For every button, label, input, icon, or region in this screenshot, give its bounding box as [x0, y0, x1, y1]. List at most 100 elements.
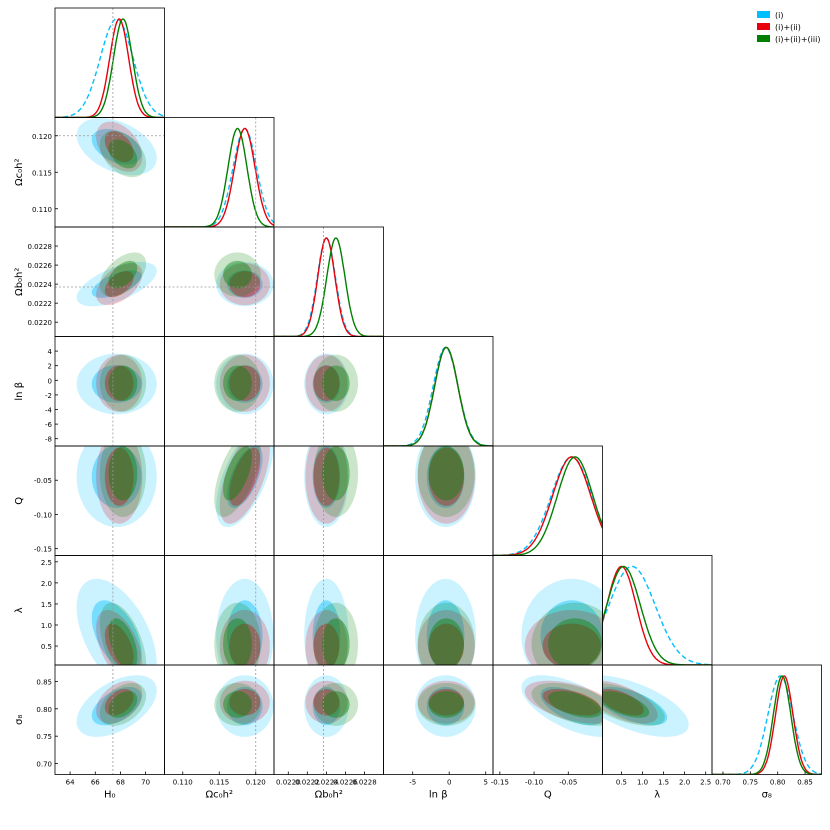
y-axis-label-lambda: λ [14, 607, 25, 613]
y-tick-label-omch2-2: 0.120 [32, 133, 52, 141]
marginal-curve-H0-0 [55, 18, 165, 118]
contour-ombh2-Q-1-0 [305, 446, 348, 524]
contour-lnbeta-lambda-1-0 [417, 609, 475, 665]
contour-H0-ombh2-2-0 [99, 252, 147, 297]
contour-omch2-ombh2-2-1 [223, 260, 252, 289]
x-tick-label-ombh2-0: 0.0220 [276, 779, 301, 787]
contour-H0-Q-2-0 [99, 446, 147, 517]
contour-H0-lambda-1-1 [104, 623, 134, 665]
contour-omch2-lambda-0-1 [227, 600, 263, 665]
contour-H0-sigma8-0-1 [91, 686, 142, 726]
marginal-curve-lambda-1 [602, 565, 712, 665]
contour-H0-ombh2-0-1 [91, 270, 142, 298]
contour-omch2-sigma8-2-0 [214, 683, 261, 726]
contour-H0-Q-2-1 [108, 446, 138, 501]
x-tick-label-H0-2: 68 [116, 779, 125, 787]
x-axis-label-Q: Q [544, 790, 552, 801]
contour-H0-omch2-0-1 [91, 128, 142, 165]
x-tick-label-omch2-0: 0.110 [173, 779, 193, 787]
panel-content-ombh2-Q [304, 446, 359, 556]
panel-lnbeta-lnbeta [383, 336, 494, 447]
y-tick-label-lnbeta-2: -4 [45, 407, 53, 415]
contour-Q-sigma8-1-0 [524, 680, 603, 724]
contour-H0-lnbeta-1-1 [104, 365, 134, 401]
contour-H0-omch2-0-0 [76, 118, 157, 176]
contour-lnbeta-sigma8-0-0 [415, 675, 476, 737]
contour-H0-omch2-2-0 [99, 130, 147, 178]
contour-lnbeta-Q-2-1 [428, 446, 464, 501]
contour-H0-lnbeta-2-1 [108, 365, 138, 401]
panel-H0-lambda: 0.5 1.0 1.5 2.0 2.5 λ [14, 555, 165, 666]
x-axis-label-ombh2: Ωb₀h² [315, 790, 343, 801]
x-axis-label-H0: H₀ [104, 790, 116, 801]
marginal-curve-H0-2 [55, 18, 165, 118]
contour-omch2-sigma8-1-0 [219, 680, 270, 724]
y-tick-label-sigma8-3: 0.85 [36, 678, 52, 686]
contour-lambda-sigma8-2-1 [602, 691, 650, 718]
marginal-curve-lambda-2 [602, 565, 712, 665]
legend-label-i-ii: (i)+(ii) [775, 23, 801, 32]
contour-lnbeta-lambda-0-0 [415, 578, 476, 665]
y-tick-label-sigma8-0: 0.70 [36, 761, 52, 769]
contour-Q-lambda-2-0 [531, 602, 603, 665]
contour-Q-lambda-2-1 [548, 618, 603, 665]
x-tick-label-sigma8-1: 0.75 [743, 779, 759, 787]
x-axis-label-sigma8: σ₈ [762, 790, 772, 801]
marginal-curve-sigma8-1 [712, 675, 822, 775]
contour-ombh2-sigma8-2-1 [322, 691, 350, 718]
panel-content-lnbeta-sigma8 [415, 675, 476, 737]
x-tick-label-sigma8-0: 0.70 [715, 779, 731, 787]
contour-ombh2-lambda-1-1 [313, 623, 340, 665]
panel-content-omch2-ombh2 [164, 227, 274, 337]
contour-H0-omch2-1-1 [104, 131, 134, 163]
contour-lnbeta-Q-2-0 [417, 446, 475, 517]
panel-frame-Q-Q [492, 445, 603, 556]
contour-H0-ombh2-1-1 [104, 271, 134, 298]
contour-H0-ombh2-0-0 [76, 262, 157, 307]
panel-frame-sigma8-sigma8 [711, 664, 822, 775]
contour-omch2-sigma8-2-1 [223, 691, 252, 718]
contour-omch2-lnbeta-0-0 [216, 353, 274, 415]
x-tick-label-ombh2-3: 0.0226 [333, 779, 358, 787]
y-tick-label-lnbeta-6: 4 [48, 348, 53, 356]
x-tick-label-lnbeta-2: 5 [483, 779, 487, 787]
contour-H0-Q-1-0 [96, 446, 143, 524]
contour-omch2-lnbeta-2-0 [214, 354, 261, 412]
panel-content-H0-H0 [55, 8, 165, 118]
y-tick-label-sigma8-2: 0.80 [36, 706, 52, 714]
x-tick-label-ombh2-4: 0.0228 [352, 779, 377, 787]
contour-ombh2-Q-0-0 [304, 446, 349, 528]
marginal-curve-omch2-0 [164, 127, 274, 227]
contour-ombh2-lambda-0-0 [304, 578, 349, 665]
panel-lnbeta-sigma8: -5 0 5 ln β [383, 664, 494, 801]
contour-Q-sigma8-2-1 [548, 691, 603, 718]
x-tick-label-Q-0: -0.15 [491, 779, 509, 787]
panel-omch2-lnbeta [164, 336, 275, 447]
panel-H0-omch2: 0.110 0.115 0.120 Ωc₀h² [14, 117, 165, 228]
y-axis-label-lnbeta: ln β [14, 382, 25, 401]
contour-omch2-Q-2-1 [223, 446, 252, 501]
marginal-curve-H0-1 [55, 18, 165, 118]
contour-omch2-lnbeta-1-1 [229, 365, 261, 401]
marginal-curve-lambda-0 [602, 565, 712, 665]
x-tick-label-H0-3: 70 [141, 779, 150, 787]
x-tick-label-Q-2: -0.05 [559, 779, 577, 787]
contour-ombh2-lnbeta-0-1 [312, 365, 341, 403]
contour-omch2-ombh2-1-0 [219, 263, 270, 306]
panel-content-omch2-sigma8 [214, 665, 274, 775]
plot-area: 0.1100.1150.120Ωc₀h²0.02200.02220.02240.… [14, 7, 822, 801]
legend-label-i-ii-iii: (i)+(ii)+(iii) [775, 35, 820, 44]
contour-omch2-Q-1-0 [219, 446, 270, 524]
panel-content-H0-ombh2 [55, 227, 165, 337]
x-tick-label-ombh2-2: 0.0224 [314, 779, 339, 787]
contour-Q-lambda-1-0 [524, 609, 603, 665]
panel-ombh2-lambda [273, 555, 384, 666]
y-tick-label-lambda-0: 0.5 [41, 643, 52, 651]
panel-content-lnbeta-lambda [415, 578, 476, 665]
y-tick-label-lnbeta-3: -2 [45, 392, 52, 400]
y-tick-label-omch2-1: 0.115 [32, 169, 52, 177]
panel-content-lnbeta-Q [415, 446, 476, 528]
y-tick-label-lnbeta-1: -6 [45, 421, 53, 429]
x-tick-label-omch2-1: 0.115 [209, 779, 229, 787]
contour-omch2-Q-1-1 [229, 447, 261, 506]
